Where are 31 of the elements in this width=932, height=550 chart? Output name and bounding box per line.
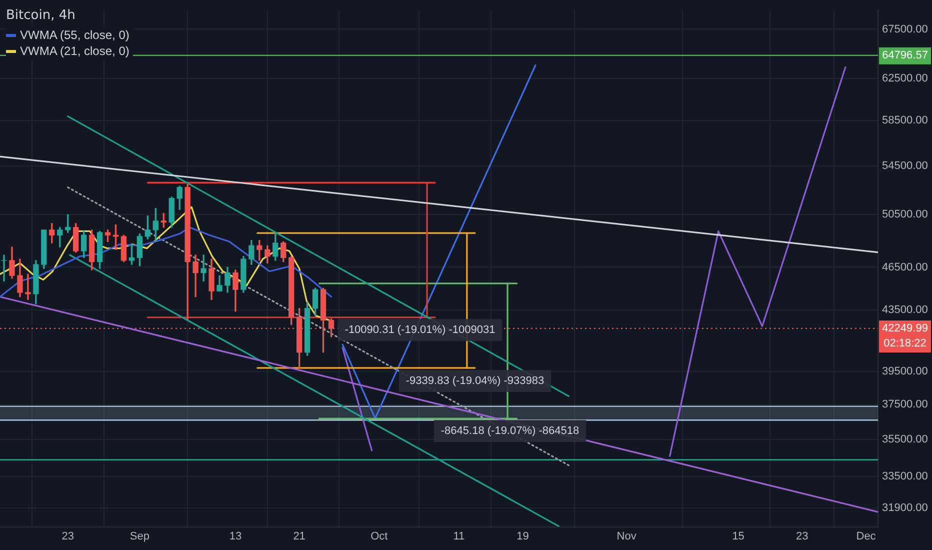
y-tick-label: 31900.00 [882,502,928,514]
chart-title: Bitcoin, 4h [6,8,76,23]
y-tick-label: 39500.00 [882,365,928,378]
y-tick-label: 43500.00 [882,304,928,316]
x-tick-label: 23 [62,530,74,542]
x-tick-label: Oct [370,530,388,542]
x-tick-label: 19 [516,530,529,542]
ref-line-label: 42249.99 02:18:22 [882,322,928,350]
y-tick-label: 54500.00 [882,160,928,172]
x-tick-label: 11 [453,530,465,542]
x-tick-label: 13 [229,530,242,542]
x-tick-label: Dec [856,530,876,542]
y-tick-label: 62500.00 [882,72,928,84]
annotation: -10090.31 (-19.01%) -1009031 [344,324,496,336]
x-tick-label: Nov [616,530,637,542]
x-tick-label: Sep [130,530,150,542]
legend-label: VWMA (21, close, 0) [20,44,130,58]
x-tick-label: 15 [732,530,744,542]
annotation: -8645.18 (-19.07%) -864518 [440,425,580,438]
legend-label: VWMA (55, close, 0) [20,28,130,42]
y-tick-label: 50500.00 [882,208,928,221]
y-tick-label: 58500.00 [882,114,928,127]
x-tick-label: 23 [796,530,808,542]
y-tick-label: 46500.00 [882,261,928,274]
y-tick-label: 67500.00 [882,23,928,36]
ref-line-label: 64796.57 [882,49,928,62]
y-tick-label: 37500.00 [882,398,928,411]
y-tick-label: 33500.00 [882,470,928,483]
annotation: -9339.83 (-19.04%) -933983 [406,375,544,388]
y-tick-label: 35500.00 [882,434,928,446]
x-tick-label: 21 [293,530,306,542]
